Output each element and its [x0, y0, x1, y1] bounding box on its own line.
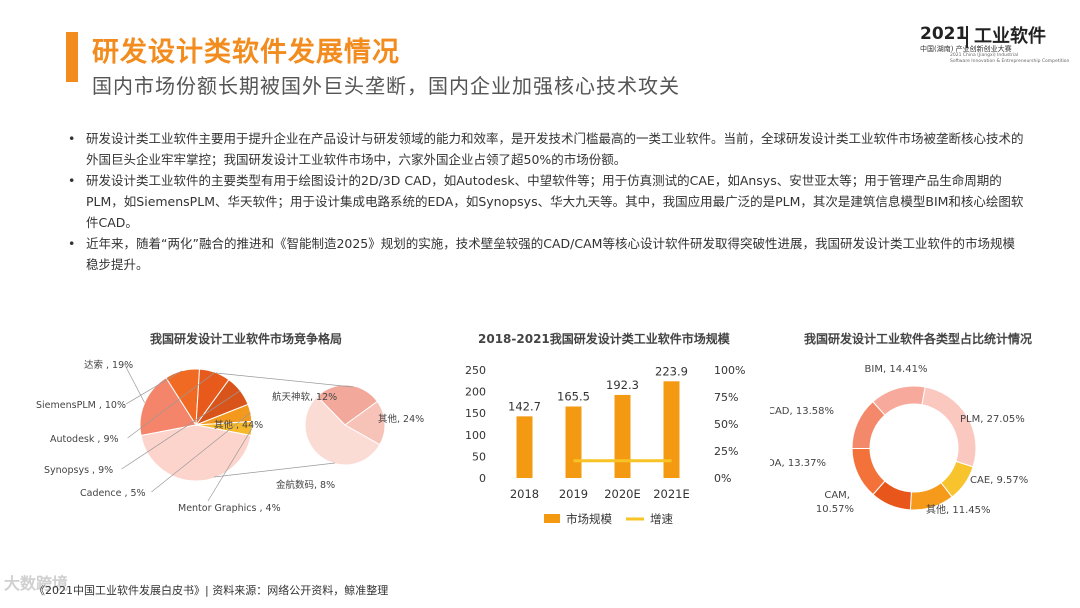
y2-tick-label: 100% [714, 364, 745, 377]
logo-line3: Software Innovation & Entrepreneurship C… [950, 59, 1070, 64]
bar-chart-title: 2018-2021我国研发设计类工业软件市场规模 [478, 332, 730, 346]
donut-label: 其他, 11.45% [926, 503, 991, 516]
pie-slice [140, 424, 252, 482]
donut-slice [921, 386, 977, 468]
donut-slice [872, 385, 926, 416]
logo-line1: 中国(湖南) 产业创新创业大赛 [920, 45, 1012, 53]
bar [516, 416, 533, 478]
y2-tick-label: 0% [714, 472, 731, 485]
y-tick-label: 100 [465, 429, 486, 442]
title-accent-bar [66, 32, 78, 82]
pie-slice-label: Mentor Graphics , 4% [178, 503, 281, 514]
bar-value-label: 192.3 [606, 378, 639, 392]
y2-tick-label: 75% [714, 391, 738, 404]
page-subtitle: 国内市场份额长期被国外巨头垄断，国内企业加强核心技术攻关 [92, 74, 680, 98]
donut-chart-title: 我国研发设计工业软件各类型占比统计情况 [804, 332, 1033, 346]
y-tick-label: 50 [472, 450, 486, 463]
bar-value-label: 165.5 [557, 390, 590, 404]
pie-slice-label: Autodesk , 9% [50, 434, 119, 445]
competition-logo: 2021 工业软件 中国(湖南) 产业创新创业大赛 2021 China (Ji… [920, 22, 1069, 66]
connector-line [213, 462, 336, 478]
market-share-pie-chart: 达索 , 19% SiemensPLM , 10% Autodesk , 9% Syn… [36, 359, 424, 514]
sub-pie-slice [344, 400, 386, 446]
leader-line [151, 412, 251, 493]
leader-line [124, 363, 145, 403]
bullet-text: 研发设计类工业软件主要用于提升企业在产品设计与研发领域的能力和效率，是开发技术门… [86, 131, 1024, 167]
pie-chart-title: 我国研发设计工业软件市场竞争格局 [150, 332, 343, 346]
pie-slice-label: SiemensPLM , 10% [36, 400, 126, 411]
logo-line2: 2021 China (Jiangxi) Industrial [950, 53, 1019, 58]
legend-swatch-bar [544, 514, 560, 523]
bullet-list: • 研发设计类工业软件主要用于提升企业在产品设计与研发领域的能力和效率，是开发技术… [66, 128, 1026, 275]
y-tick-label: 150 [465, 407, 486, 420]
bar [663, 381, 680, 478]
pie-slice-label: Synopsys , 9% [44, 465, 113, 476]
bullet-item: • 研发设计类工业软件的主要类型有用于绘图设计的2D/3D CAD，如Autode… [68, 173, 1024, 230]
x-tick-label: 2020E [604, 487, 641, 501]
source-footnote: 《2021中国工业软件发展白皮书》| 资料来源：网络公开资料，鲸准整理 [34, 584, 389, 597]
donut-label: 10.57% [816, 504, 854, 515]
y-tick-label: 200 [465, 386, 486, 399]
leader-line [125, 370, 183, 405]
logo-name: 工业软件 [974, 26, 1046, 47]
bullet-text: 研发设计类工业软件的主要类型有用于绘图设计的2D/3D CAD，如Autodes… [86, 173, 1024, 230]
page-title: 研发设计类软件发展情况 [92, 37, 400, 68]
bullet-text: 近年来，随着“两化”融合的推进和《智能制造2025》规划的实施，技术壁垒较强的C… [86, 236, 1015, 272]
bullet-item: • 近年来，随着“两化”融合的推进和《智能制造2025》规划的实施，技术壁垒较强的… [68, 236, 1015, 272]
donut-label: CAM, [824, 490, 850, 501]
bar [565, 406, 582, 478]
watermark: 大数跨境 [4, 574, 69, 593]
bar [614, 394, 631, 478]
legend-label: 增速 [650, 512, 673, 526]
donut-label: EDA, 13.37% [770, 458, 826, 469]
sub-pie-label: 其他, 24% [378, 413, 424, 425]
leader-line [121, 390, 241, 470]
bullet-item: • 研发设计类工业软件主要用于提升企业在产品设计与研发领域的能力和效率，是开发技术… [68, 131, 1024, 167]
type-share-donut-chart: PLM, 27.05% CAE, 9.57% 其他, 11.45% CAM, 10.57… [770, 364, 1028, 516]
donut-label: CAE, 9.57% [970, 475, 1028, 486]
y2-tick-label: 50% [714, 418, 738, 431]
leader-line [207, 428, 253, 502]
y-tick-label: 250 [465, 364, 486, 377]
market-size-bar-chart: 250 200 150 100 50 0 100% 75% 50% 25% 0% 142.7 2018 1… [465, 364, 745, 526]
sub-pie-label: 航天神软, 12% [272, 391, 337, 403]
logo-separator [966, 26, 968, 48]
bar-value-label: 142.7 [508, 399, 541, 413]
pie-slice-label: 其他 , 44% [214, 419, 263, 431]
pie-slice-label: Cadence , 5% [80, 488, 146, 499]
x-tick-label: 2021E [653, 487, 690, 501]
sub-pie-slice [304, 395, 381, 466]
legend-label: 市场规模 [566, 512, 612, 526]
bar-value-label: 223.9 [655, 364, 688, 378]
y2-tick-label: 25% [714, 445, 738, 458]
connector-line [215, 372, 354, 388]
y-tick-label: 0 [479, 472, 486, 485]
logo-year: 2021 [920, 24, 968, 44]
leader-line [127, 372, 216, 439]
donut-label: BIM, 14.41% [865, 364, 928, 375]
pie-slice [139, 377, 197, 437]
x-tick-label: 2018 [510, 487, 539, 501]
pie-slice-label: 达索 , 19% [84, 359, 133, 371]
donut-label: CAD, 13.58% [770, 406, 834, 417]
sub-pie-label: 金航数码, 8% [276, 479, 335, 491]
donut-label: PLM, 27.05% [960, 414, 1025, 425]
sub-pie-slice [316, 384, 379, 426]
x-tick-label: 2019 [559, 487, 588, 501]
